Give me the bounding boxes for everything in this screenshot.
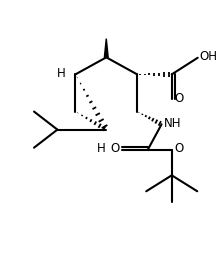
Text: O: O [174,142,183,154]
Text: O: O [174,92,183,105]
Text: H: H [97,142,105,155]
Text: OH: OH [199,50,217,63]
Polygon shape [104,39,108,57]
Text: O: O [110,143,120,156]
Text: H: H [57,67,66,80]
Text: NH: NH [164,117,182,130]
